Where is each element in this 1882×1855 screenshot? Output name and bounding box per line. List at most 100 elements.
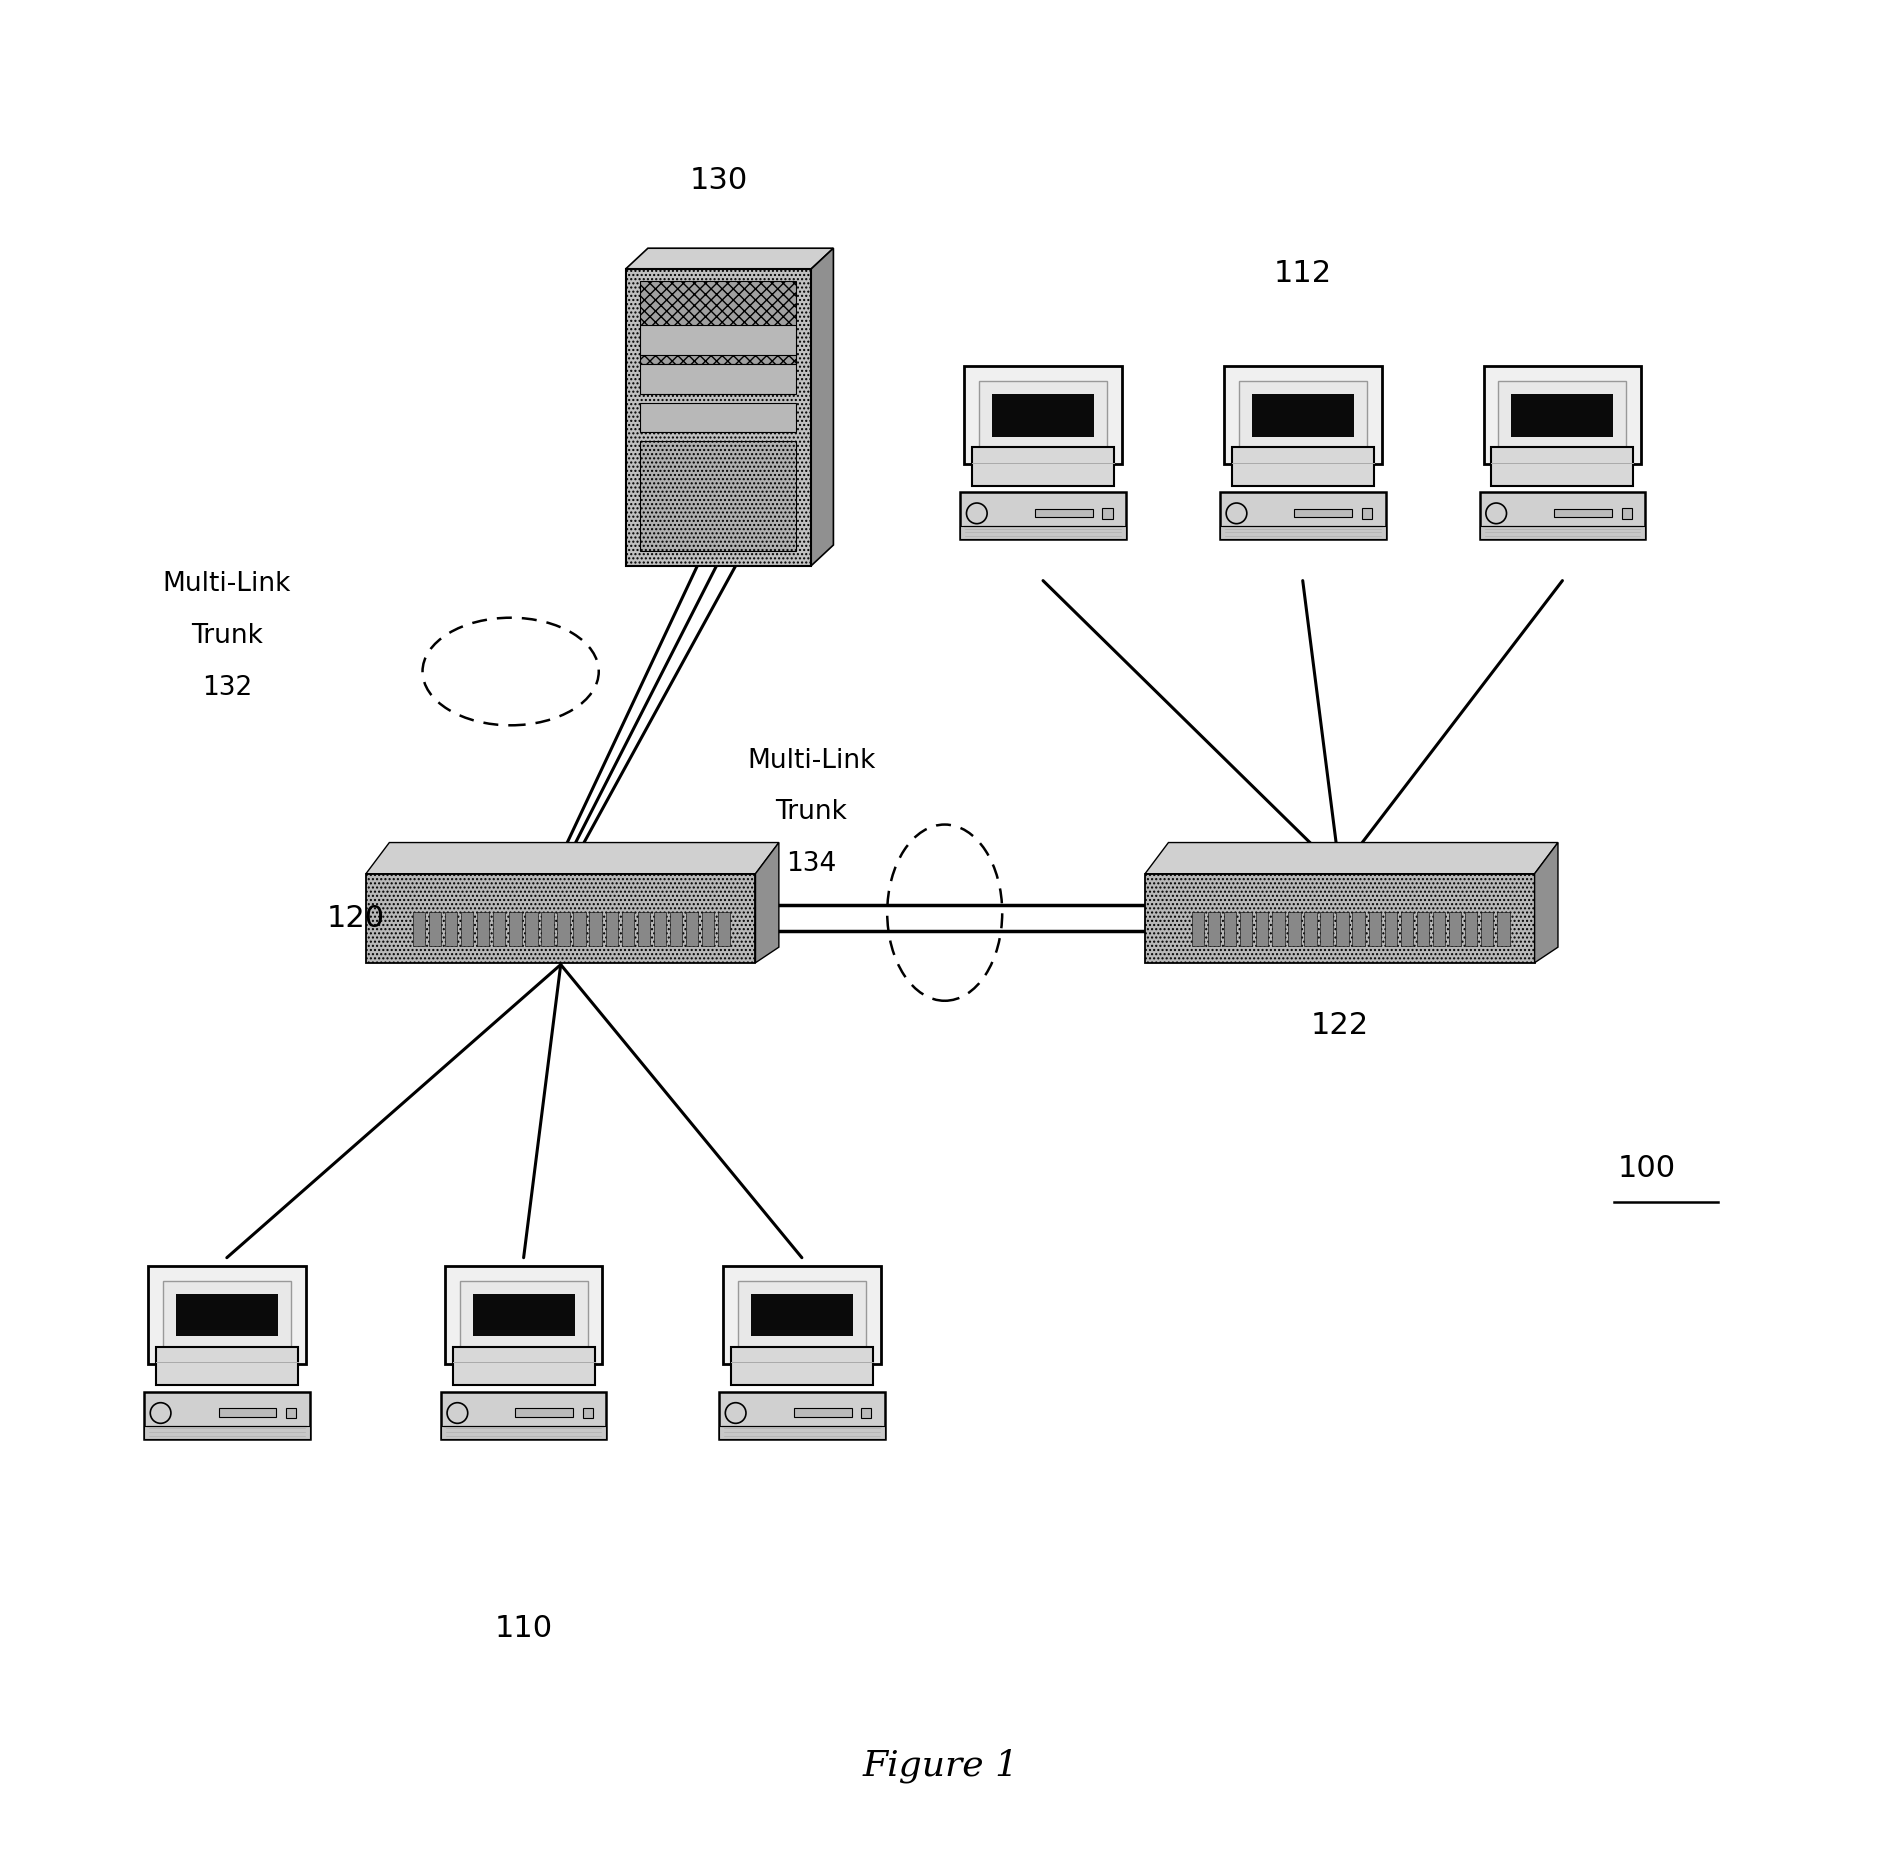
FancyBboxPatch shape	[557, 913, 570, 946]
FancyBboxPatch shape	[1287, 913, 1300, 946]
FancyBboxPatch shape	[653, 913, 666, 946]
FancyBboxPatch shape	[1035, 508, 1093, 518]
FancyBboxPatch shape	[145, 1391, 311, 1439]
FancyBboxPatch shape	[1295, 508, 1353, 518]
FancyBboxPatch shape	[1491, 447, 1634, 486]
FancyBboxPatch shape	[472, 1293, 574, 1336]
Text: 134: 134	[787, 851, 836, 877]
FancyBboxPatch shape	[454, 1347, 595, 1386]
FancyBboxPatch shape	[862, 1408, 871, 1419]
FancyBboxPatch shape	[640, 280, 796, 364]
FancyBboxPatch shape	[1223, 367, 1381, 464]
FancyBboxPatch shape	[429, 913, 440, 946]
FancyBboxPatch shape	[1479, 527, 1645, 540]
Text: 130: 130	[689, 165, 747, 195]
FancyBboxPatch shape	[1304, 913, 1317, 946]
FancyBboxPatch shape	[979, 382, 1107, 449]
FancyBboxPatch shape	[723, 1265, 881, 1363]
FancyBboxPatch shape	[730, 1347, 873, 1386]
FancyBboxPatch shape	[525, 913, 538, 946]
FancyBboxPatch shape	[510, 913, 521, 946]
FancyBboxPatch shape	[794, 1408, 851, 1417]
FancyBboxPatch shape	[175, 1293, 279, 1336]
Polygon shape	[1144, 874, 1534, 963]
FancyBboxPatch shape	[1555, 508, 1613, 518]
FancyBboxPatch shape	[444, 913, 457, 946]
FancyBboxPatch shape	[1511, 393, 1613, 436]
FancyBboxPatch shape	[625, 269, 811, 566]
FancyBboxPatch shape	[1368, 913, 1381, 946]
FancyBboxPatch shape	[213, 1363, 241, 1373]
FancyBboxPatch shape	[738, 1280, 866, 1349]
FancyBboxPatch shape	[1385, 913, 1396, 946]
FancyBboxPatch shape	[1223, 913, 1236, 946]
FancyBboxPatch shape	[964, 367, 1122, 464]
Polygon shape	[755, 842, 779, 963]
FancyBboxPatch shape	[1252, 393, 1353, 436]
FancyBboxPatch shape	[606, 913, 617, 946]
FancyBboxPatch shape	[459, 1280, 587, 1349]
FancyBboxPatch shape	[1191, 913, 1204, 946]
FancyBboxPatch shape	[1289, 464, 1317, 473]
FancyBboxPatch shape	[574, 913, 585, 946]
FancyBboxPatch shape	[1272, 913, 1285, 946]
FancyBboxPatch shape	[638, 913, 649, 946]
FancyBboxPatch shape	[444, 1265, 602, 1363]
FancyBboxPatch shape	[1549, 464, 1577, 473]
FancyBboxPatch shape	[1321, 913, 1332, 946]
FancyBboxPatch shape	[1240, 913, 1252, 946]
FancyBboxPatch shape	[461, 913, 472, 946]
FancyBboxPatch shape	[1220, 492, 1385, 540]
FancyBboxPatch shape	[1238, 382, 1366, 449]
FancyBboxPatch shape	[1483, 367, 1641, 464]
FancyBboxPatch shape	[751, 1293, 853, 1336]
Text: 110: 110	[495, 1614, 553, 1644]
FancyBboxPatch shape	[640, 441, 796, 551]
FancyBboxPatch shape	[1496, 913, 1509, 946]
FancyBboxPatch shape	[670, 913, 681, 946]
FancyBboxPatch shape	[156, 1347, 297, 1386]
Text: 132: 132	[201, 675, 252, 701]
FancyBboxPatch shape	[1479, 492, 1645, 540]
FancyBboxPatch shape	[1208, 913, 1220, 946]
FancyBboxPatch shape	[412, 913, 425, 946]
FancyBboxPatch shape	[1336, 913, 1349, 946]
FancyBboxPatch shape	[640, 364, 796, 393]
Polygon shape	[811, 249, 834, 566]
FancyBboxPatch shape	[149, 1265, 305, 1363]
FancyBboxPatch shape	[621, 913, 634, 946]
FancyBboxPatch shape	[164, 1280, 292, 1349]
FancyBboxPatch shape	[992, 393, 1093, 436]
FancyBboxPatch shape	[1417, 913, 1428, 946]
FancyBboxPatch shape	[583, 1408, 593, 1419]
FancyBboxPatch shape	[145, 1426, 311, 1439]
Polygon shape	[1534, 842, 1558, 963]
FancyBboxPatch shape	[1103, 508, 1112, 519]
Text: Figure 1: Figure 1	[864, 1749, 1018, 1783]
FancyBboxPatch shape	[702, 913, 715, 946]
FancyBboxPatch shape	[218, 1408, 277, 1417]
Text: Multi-Link: Multi-Link	[162, 571, 292, 597]
Text: Trunk: Trunk	[775, 800, 847, 825]
FancyBboxPatch shape	[1029, 464, 1058, 473]
FancyBboxPatch shape	[685, 913, 698, 946]
FancyBboxPatch shape	[1255, 913, 1268, 946]
FancyBboxPatch shape	[1353, 913, 1364, 946]
FancyBboxPatch shape	[719, 913, 730, 946]
FancyBboxPatch shape	[476, 913, 489, 946]
FancyBboxPatch shape	[1220, 527, 1385, 540]
FancyBboxPatch shape	[960, 527, 1125, 540]
Text: 120: 120	[326, 903, 384, 933]
Polygon shape	[625, 249, 834, 269]
FancyBboxPatch shape	[1363, 508, 1372, 519]
Text: 122: 122	[1310, 1011, 1368, 1041]
FancyBboxPatch shape	[510, 1363, 538, 1373]
FancyBboxPatch shape	[1464, 913, 1477, 946]
FancyBboxPatch shape	[973, 447, 1114, 486]
FancyBboxPatch shape	[1449, 913, 1460, 946]
FancyBboxPatch shape	[719, 1391, 885, 1439]
FancyBboxPatch shape	[589, 913, 602, 946]
Polygon shape	[1144, 842, 1558, 874]
FancyBboxPatch shape	[640, 325, 796, 354]
FancyBboxPatch shape	[640, 403, 796, 432]
